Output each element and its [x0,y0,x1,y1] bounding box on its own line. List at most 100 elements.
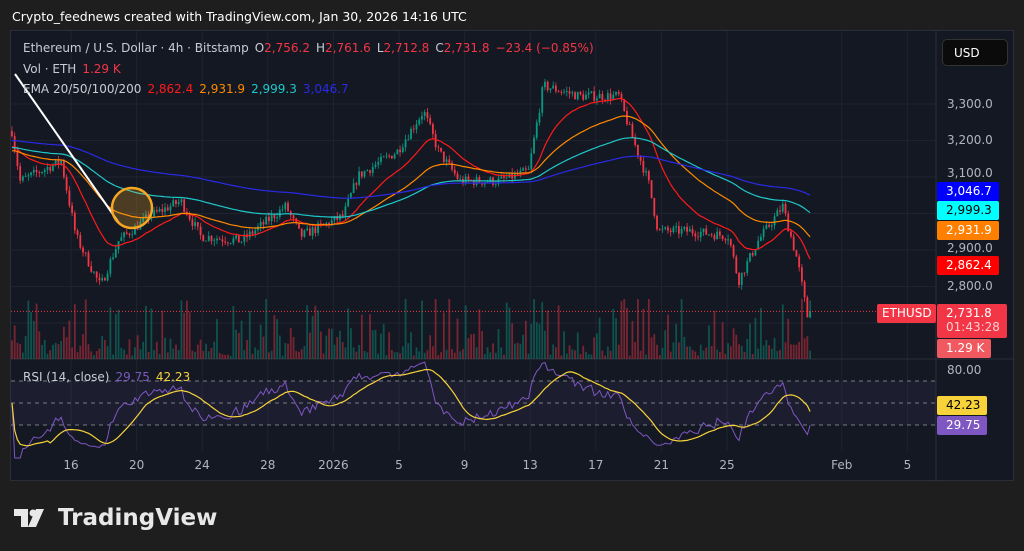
ema-legend[interactable]: EMA 20/50/100/200 2,862.4 2,931.9 2,999.3 3,… [23,82,349,96]
candle-body [620,93,623,100]
volume-bar [609,350,612,359]
volume-bar [489,352,492,359]
candle-body [593,91,596,101]
volume-bar [740,345,743,359]
volume-bar [650,337,653,359]
volume-bar [284,343,287,359]
candle-body [467,176,470,180]
volume-bar [746,338,749,359]
volume-bar [54,342,57,359]
volume-bar [533,299,535,359]
volume-bar [164,337,166,359]
volume-bar [84,299,87,359]
candle-body [308,228,311,236]
volume-bar [32,320,35,359]
candle-body [125,232,128,234]
candle-body [65,177,68,191]
volume-bar [404,299,407,359]
candle-body [46,167,49,170]
candle-body [798,256,801,268]
candle-body [803,281,806,298]
volume-bar [716,349,719,359]
candle-body [38,172,41,173]
volume-bar [628,355,631,359]
volume-bar [511,323,514,359]
volume-legend[interactable]: Vol · ETH 1.29 K [23,62,121,76]
candle-body [688,229,691,232]
volume-bar [743,351,746,359]
candle-body [544,81,546,88]
chart-panel[interactable]: Ethereum / U.S. Dollar · 4h · Bitstamp O2… [10,30,1015,482]
chart-canvas[interactable] [11,31,1015,482]
volume-bar [516,342,519,359]
candle-body [524,168,527,170]
candle-body [661,228,664,230]
volume-bar [128,339,131,359]
candle-body [27,175,30,177]
candle-body [175,200,177,204]
volume-bar [735,334,738,359]
candle-body [754,249,757,256]
candle-body [792,236,795,251]
candle-body [503,176,505,179]
date-label: Feb [831,458,853,472]
candle-body [68,190,71,206]
volume-bar [213,341,216,359]
rsi-legend[interactable]: RSI (14, close) 29.75 42.23 [23,370,191,384]
candle-body [576,92,579,100]
volume-bar [254,347,257,359]
volume-bar [615,318,617,359]
volume-bar [467,338,470,359]
candle-body [634,137,637,145]
volume-bar [232,305,235,359]
volume-bar [314,305,317,359]
candle-body [522,168,524,171]
volume-bar [661,347,664,359]
volume-bar [478,309,481,359]
candle-body [202,235,205,242]
candle-body [284,202,287,210]
volume-bar [369,314,371,359]
candle-body [158,209,161,212]
close-value: 2,731.8 [443,41,490,55]
candle-body [19,166,22,181]
volume-bar [587,354,590,359]
volume-bar [790,344,792,359]
volume-bar [90,351,93,359]
candle-body [538,112,541,123]
volume-bar [729,346,732,359]
volume-bar [604,355,606,359]
volume-bar [112,354,114,359]
volume-bar [598,317,601,359]
candle-body [123,232,125,238]
candle-body [303,230,306,237]
volume-bar [385,355,388,359]
volume-bar [226,354,229,359]
volume-bar [415,347,418,359]
symbol-title[interactable]: Ethereum / U.S. Dollar · 4h · Bitstamp [23,41,249,55]
volume-bar [19,344,22,359]
candle-body [710,234,713,236]
volume-bar [125,354,128,359]
candle-body [82,247,84,253]
candle-body [494,184,497,185]
volume-bar [333,344,336,359]
candle-body [628,124,631,125]
candle-body [30,172,32,176]
candle-body [226,242,229,244]
candle-body [377,161,380,165]
volume-bar [456,318,459,359]
volume-bar [770,348,773,359]
currency-button[interactable]: USD [942,39,1008,66]
volume-bar [440,352,442,359]
volume-bar [765,340,768,359]
volume-bar [180,300,183,359]
volume-bar [147,351,150,359]
candle-body [746,261,749,273]
candle-body [161,209,164,212]
candle-body [790,231,792,237]
volume-bar [784,342,787,359]
candle-body [76,230,79,235]
volume-bar [606,346,609,359]
candle-body [505,177,508,179]
